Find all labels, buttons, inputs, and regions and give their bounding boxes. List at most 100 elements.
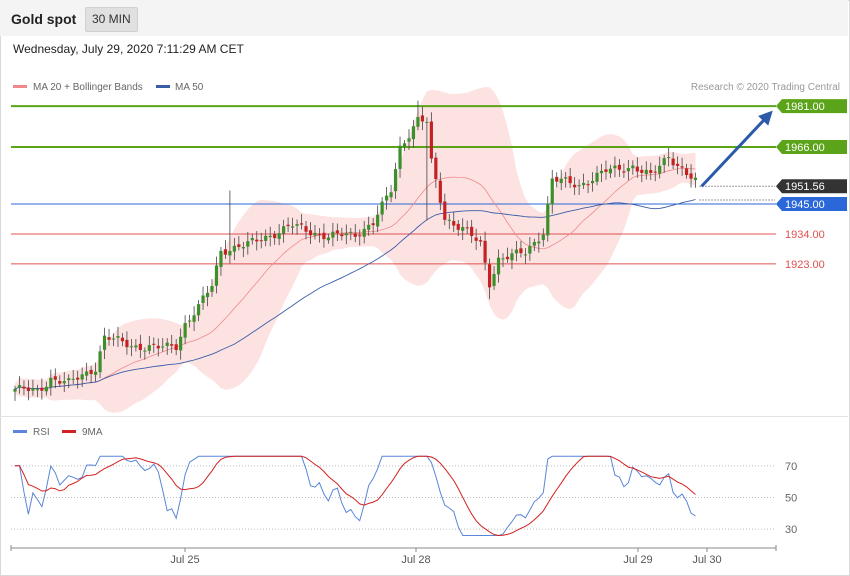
candle xyxy=(577,179,581,196)
candle xyxy=(192,306,196,332)
candle xyxy=(528,237,532,261)
candle xyxy=(116,326,120,347)
bollinger-band-layer xyxy=(15,87,696,413)
candle xyxy=(35,384,39,398)
candle xyxy=(644,161,648,180)
candle xyxy=(604,160,608,180)
candle xyxy=(416,100,420,131)
candle xyxy=(411,119,416,148)
rsi-tick-label: 70 xyxy=(785,461,797,473)
candle xyxy=(246,231,250,255)
level-tag-1945-00: 1945.00 xyxy=(776,197,847,212)
candle xyxy=(662,154,666,173)
timestamp: Wednesday, July 29, 2020 7:11:29 AM CET xyxy=(13,42,244,56)
candle xyxy=(22,380,26,396)
level-tag-text: 1981.00 xyxy=(785,101,825,113)
candle xyxy=(474,228,478,250)
candle xyxy=(447,214,451,230)
candle xyxy=(559,169,563,191)
candle xyxy=(85,362,89,381)
candle xyxy=(546,196,550,242)
candle xyxy=(80,367,84,387)
candle xyxy=(514,241,519,262)
candle xyxy=(107,328,111,346)
candle xyxy=(214,256,219,294)
candle xyxy=(568,167,572,188)
candle xyxy=(125,331,129,355)
candle xyxy=(680,157,684,176)
candle xyxy=(147,336,151,355)
candle xyxy=(523,248,527,264)
candle xyxy=(649,162,653,181)
candle xyxy=(255,231,259,251)
candle xyxy=(232,238,236,261)
candle xyxy=(429,112,433,163)
candle xyxy=(438,172,442,211)
candle xyxy=(228,190,232,264)
candle xyxy=(555,172,559,188)
candle xyxy=(434,152,438,189)
level-labels-layer: 1981.00 1966.00 1951.56 1945.00 1934.00 1923.… xyxy=(776,99,847,271)
candle xyxy=(631,160,635,175)
candle xyxy=(290,217,295,235)
candle xyxy=(250,233,254,245)
candle xyxy=(67,374,71,389)
candle xyxy=(608,164,613,178)
rsi-grid: 70 50 30 xyxy=(11,461,797,536)
candle xyxy=(465,220,469,234)
candle xyxy=(71,369,75,385)
candle xyxy=(152,337,156,353)
ma50-legend-swatch xyxy=(156,85,170,88)
candle xyxy=(170,334,174,354)
candle xyxy=(102,327,107,360)
candle xyxy=(40,378,44,400)
candle xyxy=(676,156,680,175)
x-tick-label: Jul 25 xyxy=(170,554,199,566)
rsi-legend-label: RSI xyxy=(33,427,50,438)
candle xyxy=(282,219,286,243)
candle xyxy=(237,236,241,251)
level-label-1934-00: 1934.00 xyxy=(785,229,825,241)
candle xyxy=(183,315,187,345)
candle xyxy=(425,117,429,221)
candle xyxy=(362,221,366,244)
candle xyxy=(550,169,554,214)
candle xyxy=(174,339,178,356)
candle xyxy=(626,159,630,181)
interval-badge[interactable]: 30 MIN xyxy=(85,7,138,32)
candle xyxy=(273,230,277,245)
candle xyxy=(49,369,53,396)
x-tick-label: Jul 30 xyxy=(692,554,721,566)
candle xyxy=(684,163,689,179)
candle xyxy=(335,223,339,242)
panel-divider xyxy=(0,416,848,417)
level-lines-layer xyxy=(11,105,776,265)
candle xyxy=(479,236,483,247)
candle xyxy=(53,368,57,389)
candle xyxy=(671,152,675,170)
candle xyxy=(470,219,474,243)
level-tag-1966-00: 1966.00 xyxy=(776,139,847,154)
candle xyxy=(501,253,505,268)
candle xyxy=(590,172,595,192)
candle xyxy=(640,165,644,183)
candle xyxy=(26,380,31,401)
candle xyxy=(586,180,590,194)
candle xyxy=(223,240,228,259)
candle xyxy=(93,362,98,382)
x-axis: Jul 25 Jul 28 Jul 29 Jul 30 xyxy=(10,545,777,566)
rsi-legend: RSI 9MA xyxy=(13,427,103,438)
candle xyxy=(340,227,344,241)
candle xyxy=(653,165,657,182)
candle xyxy=(541,228,545,247)
candle xyxy=(581,173,586,189)
rsi-ma-legend-label: 9MA xyxy=(82,427,103,438)
candle xyxy=(313,225,317,240)
instrument-title: Gold spot xyxy=(11,11,77,27)
candle xyxy=(277,224,281,246)
candle xyxy=(519,240,523,258)
candle xyxy=(461,218,465,241)
candle xyxy=(268,226,272,247)
level-label-1923-00: 1923.00 xyxy=(785,259,825,271)
candle xyxy=(89,365,93,384)
